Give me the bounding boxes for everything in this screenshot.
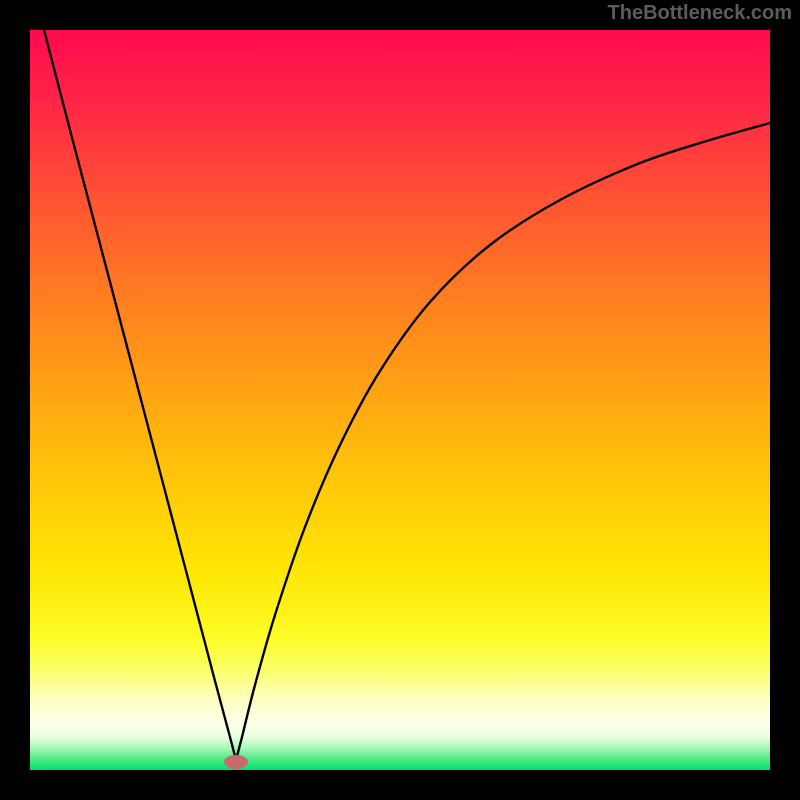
plot-area <box>30 30 770 770</box>
watermark-text: TheBottleneck.com <box>608 2 792 25</box>
chart-container: TheBottleneck.com <box>0 0 800 800</box>
plot-svg <box>30 30 770 770</box>
minimum-marker <box>224 755 248 769</box>
